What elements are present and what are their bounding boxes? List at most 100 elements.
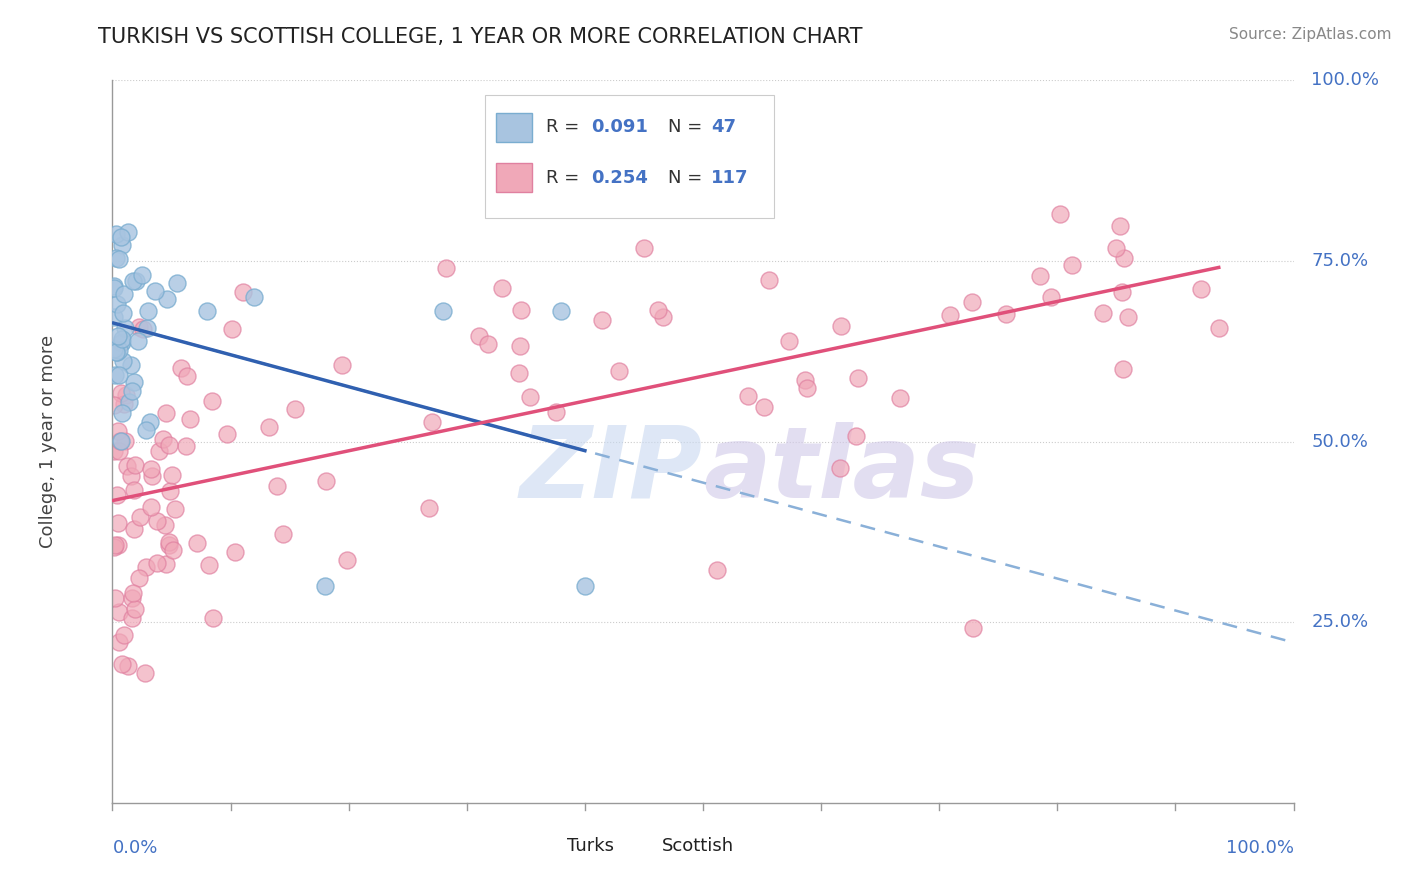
Point bbox=[554, 184, 576, 198]
Point bbox=[509, 339, 531, 353]
Bar bbox=[485, 95, 773, 218]
Text: N =: N = bbox=[668, 169, 707, 186]
Point bbox=[651, 310, 673, 324]
Point bbox=[179, 412, 201, 426]
Point bbox=[283, 401, 305, 416]
Point bbox=[1189, 282, 1212, 296]
Point bbox=[939, 308, 962, 322]
Point bbox=[418, 500, 440, 515]
Text: N =: N = bbox=[668, 119, 707, 136]
Point bbox=[107, 538, 129, 552]
Point bbox=[110, 434, 132, 449]
Point bbox=[271, 527, 294, 541]
Point bbox=[111, 238, 134, 252]
Point bbox=[124, 602, 146, 616]
Point bbox=[796, 381, 818, 395]
Point bbox=[114, 321, 136, 335]
Point bbox=[124, 274, 146, 288]
Point bbox=[105, 297, 128, 311]
Point bbox=[157, 438, 180, 452]
Bar bbox=[496, 163, 531, 193]
Text: atlas: atlas bbox=[703, 422, 980, 519]
Point bbox=[186, 536, 208, 550]
Point bbox=[758, 273, 780, 287]
Point bbox=[201, 393, 224, 408]
Point bbox=[1092, 306, 1115, 320]
Text: College, 1 year or more: College, 1 year or more bbox=[38, 335, 56, 548]
Point bbox=[146, 556, 169, 570]
Point bbox=[1208, 321, 1230, 335]
Point bbox=[217, 426, 239, 441]
Point bbox=[647, 303, 669, 318]
Point bbox=[122, 586, 145, 600]
Point bbox=[157, 538, 180, 552]
Point bbox=[104, 251, 127, 265]
Point bbox=[232, 285, 254, 299]
Point bbox=[108, 444, 131, 458]
Point bbox=[162, 542, 184, 557]
Point bbox=[108, 605, 131, 619]
Point bbox=[107, 424, 129, 438]
Point bbox=[221, 322, 243, 336]
Point bbox=[491, 281, 513, 295]
Point bbox=[117, 658, 139, 673]
Text: Scottish: Scottish bbox=[662, 838, 734, 855]
Point bbox=[108, 343, 131, 357]
Point bbox=[111, 657, 134, 671]
Point bbox=[104, 591, 127, 605]
Point bbox=[105, 227, 128, 242]
Point bbox=[134, 666, 156, 681]
Point bbox=[607, 364, 630, 378]
Point bbox=[202, 611, 225, 625]
Point bbox=[152, 432, 174, 446]
Point bbox=[110, 385, 132, 400]
Bar bbox=[496, 112, 531, 142]
Point bbox=[139, 415, 162, 429]
Point bbox=[131, 268, 153, 283]
Point bbox=[107, 329, 129, 343]
Text: R =: R = bbox=[546, 169, 585, 186]
Point bbox=[139, 500, 162, 514]
Point bbox=[243, 290, 266, 304]
Point bbox=[132, 322, 155, 336]
Point bbox=[155, 558, 177, 572]
Point bbox=[1039, 290, 1062, 304]
Point bbox=[108, 252, 131, 267]
Point bbox=[828, 461, 851, 475]
Text: 0.091: 0.091 bbox=[591, 119, 648, 136]
Point bbox=[103, 342, 125, 356]
Point bbox=[1111, 285, 1133, 299]
Text: 75.0%: 75.0% bbox=[1312, 252, 1368, 270]
Point bbox=[112, 286, 135, 301]
Point bbox=[420, 415, 443, 429]
Point bbox=[224, 544, 246, 558]
Point bbox=[103, 368, 125, 382]
Point bbox=[508, 367, 530, 381]
Text: 117: 117 bbox=[711, 169, 749, 186]
Point bbox=[111, 306, 134, 320]
Point bbox=[105, 488, 128, 502]
Point bbox=[128, 320, 150, 334]
Point bbox=[266, 479, 288, 493]
Point bbox=[550, 304, 572, 318]
Point bbox=[633, 241, 655, 255]
Point bbox=[706, 563, 728, 577]
Point bbox=[122, 483, 145, 498]
Point bbox=[103, 310, 125, 325]
Point bbox=[159, 484, 181, 499]
Point bbox=[330, 359, 353, 373]
Text: 0.0%: 0.0% bbox=[112, 838, 157, 857]
Point bbox=[1049, 207, 1071, 221]
Point bbox=[195, 304, 218, 318]
Point bbox=[121, 611, 143, 625]
Point bbox=[198, 558, 221, 572]
Point bbox=[110, 434, 132, 448]
Point bbox=[510, 302, 533, 317]
Point bbox=[160, 468, 183, 483]
Point bbox=[110, 336, 132, 351]
Point bbox=[778, 334, 800, 348]
Point bbox=[1116, 310, 1139, 324]
Point bbox=[155, 292, 177, 306]
Point bbox=[122, 274, 145, 288]
Point bbox=[139, 461, 162, 475]
